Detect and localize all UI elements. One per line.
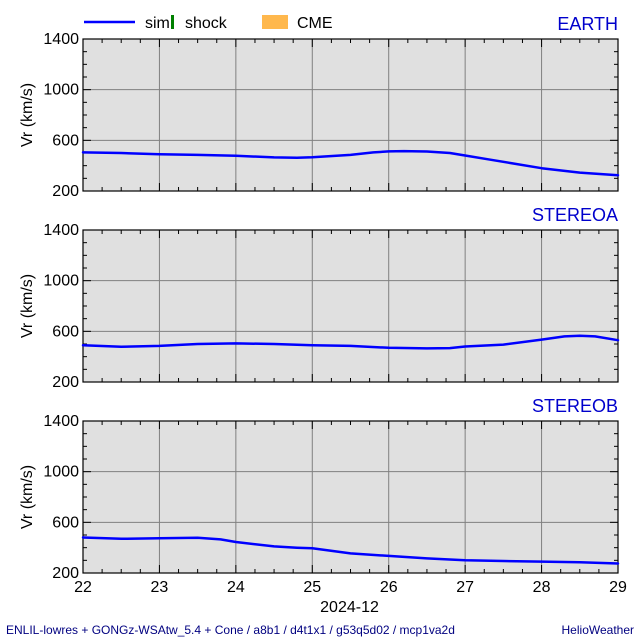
y-tick-label: 600	[52, 514, 79, 531]
y-tick-label: 600	[52, 323, 79, 340]
y-tick-label: 200	[52, 565, 79, 582]
y-axis-label: Vr (km/s)	[19, 274, 36, 338]
y-axis-label: Vr (km/s)	[19, 465, 36, 529]
x-tick-label: 25	[303, 579, 321, 596]
panel-title-earth: EARTH	[557, 14, 618, 34]
y-tick-label: 1000	[43, 82, 79, 99]
plot-frame-0	[82, 38, 619, 192]
legend-label-shock: shock	[185, 15, 228, 32]
legend-shock-swatch	[171, 15, 174, 29]
y-tick-label: 600	[52, 132, 79, 149]
x-tick-label: 23	[151, 579, 169, 596]
legend-label-cme: CME	[297, 15, 333, 32]
x-tick-label: 27	[456, 579, 474, 596]
plot-area-1	[83, 230, 618, 382]
y-tick-label: 1400	[43, 413, 79, 430]
legend-label-sim: sim	[145, 15, 170, 32]
footer-model-info: ENLIL-lowres + GONGz-WSAtw_5.4 + Cone / …	[6, 623, 455, 637]
legend-cme-swatch	[262, 15, 288, 29]
series-line-sim-stereob	[81, 536, 620, 565]
plot-frame-1	[82, 229, 619, 383]
y-tick-label: 1400	[43, 222, 79, 239]
plot-area-2	[83, 421, 618, 573]
plot-frame-2	[82, 420, 619, 574]
y-tick-label: 200	[52, 183, 79, 200]
x-tick-label: 28	[533, 579, 551, 596]
y-tick-label: 1400	[43, 31, 79, 48]
series-line-sim-stereoa	[81, 334, 620, 350]
panel-title-stereoa: STEREOA	[532, 205, 618, 225]
y-tick-label: 1000	[43, 464, 79, 481]
x-tick-label: 29	[609, 579, 627, 596]
y-tick-label: 200	[52, 374, 79, 391]
panel-title-stereob: STEREOB	[532, 396, 618, 416]
x-tick-label: 26	[380, 579, 398, 596]
x-tick-label: 22	[74, 579, 92, 596]
series-line-sim-earth	[81, 149, 620, 177]
y-tick-label: 1000	[43, 273, 79, 290]
y-axis-label: Vr (km/s)	[19, 83, 36, 147]
x-axis-label: 2024-12	[320, 599, 379, 616]
x-tick-label: 24	[227, 579, 245, 596]
footer-credit: HelioWeather	[562, 623, 634, 637]
